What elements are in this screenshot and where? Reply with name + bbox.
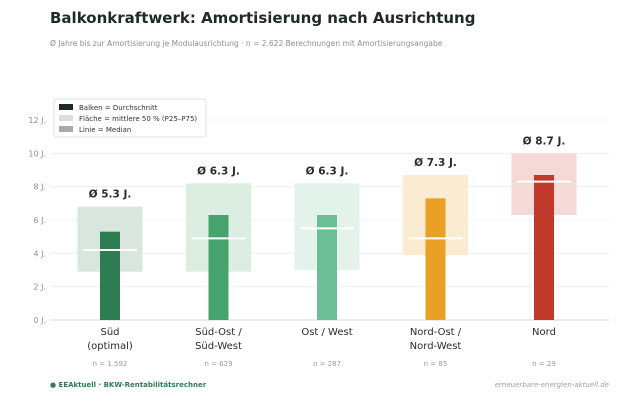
legend-label-mean: Balken = Durchschnitt xyxy=(79,104,158,112)
category-label-line2: Nord-West xyxy=(410,341,462,352)
category-label: Süd-Ost / xyxy=(195,327,242,338)
value-label: Ø 8.7 J. xyxy=(523,135,566,147)
mean-bar xyxy=(317,215,337,320)
value-labels: Ø 5.3 J. Ø 6.3 J. Ø 6.3 J. Ø 7.3 J. Ø 8.7 J. xyxy=(89,135,566,200)
mean-bar xyxy=(208,215,229,320)
chart-title: Balkonkraftwerk: Amortisierung nach Ausr… xyxy=(50,9,475,27)
footer-source: ● EEAktuell · BKW-Rentabilitätsrechner xyxy=(50,381,207,389)
value-label: Ø 6.3 J. xyxy=(197,165,240,177)
category-label-line2: Süd-West xyxy=(195,341,242,352)
mean-bar xyxy=(425,198,446,320)
y-tick-label: 4 J. xyxy=(33,249,46,258)
sample-size-label: n = 29 xyxy=(532,360,556,368)
category-label: Süd xyxy=(100,327,119,338)
y-tick-label: 6 J. xyxy=(33,216,46,225)
y-tick-label: 2 J. xyxy=(33,283,46,292)
legend: Balken = Durchschnitt Fläche = mittlere … xyxy=(53,98,207,138)
legend-swatch-band xyxy=(59,115,73,121)
legend-swatch-median xyxy=(59,126,73,132)
sample-size-label: n = 629 xyxy=(204,360,232,368)
legend-swatch-mean xyxy=(59,104,73,110)
y-tick-label: 0 J. xyxy=(33,316,46,325)
value-label: Ø 6.3 J. xyxy=(306,165,349,177)
legend-label-band: Fläche = mittlere 50 % (P25–P75) xyxy=(79,115,197,123)
y-tick-label: 12 J. xyxy=(28,116,46,125)
mean-bar xyxy=(534,175,554,320)
category-label: Nord xyxy=(532,327,556,338)
sample-size-label: n = 1.592 xyxy=(93,360,128,368)
y-axis: 0 J. 2 J. 4 J. 6 J. 8 J. 10 J. 12 J. xyxy=(28,116,46,325)
median-lines xyxy=(83,180,571,251)
chart-subtitle: Ø Jahre bis zur Amortisierung je Modulau… xyxy=(50,39,443,48)
mean-bar xyxy=(100,231,120,320)
legend-label-median: Linie = Median xyxy=(79,126,131,134)
y-tick-label: 8 J. xyxy=(33,183,46,192)
sample-size-label: n = 287 xyxy=(313,360,341,368)
category-label: Ost / West xyxy=(301,327,352,338)
value-label: Ø 5.3 J. xyxy=(89,189,132,201)
sample-size-label: n = 85 xyxy=(424,360,448,368)
footer-url: erneuerbare-energien-aktuell.de xyxy=(495,381,609,389)
category-label-line2: (optimal) xyxy=(87,341,133,352)
legend-box xyxy=(53,98,207,138)
category-label: Nord-Ost / xyxy=(410,327,462,338)
y-tick-label: 10 J. xyxy=(28,149,46,158)
mean-bars xyxy=(100,175,554,320)
value-label: Ø 7.3 J. xyxy=(414,157,457,169)
category-labels: Süd (optimal) n = 1.592 Süd-Ost / Süd-West n … xyxy=(87,327,556,368)
